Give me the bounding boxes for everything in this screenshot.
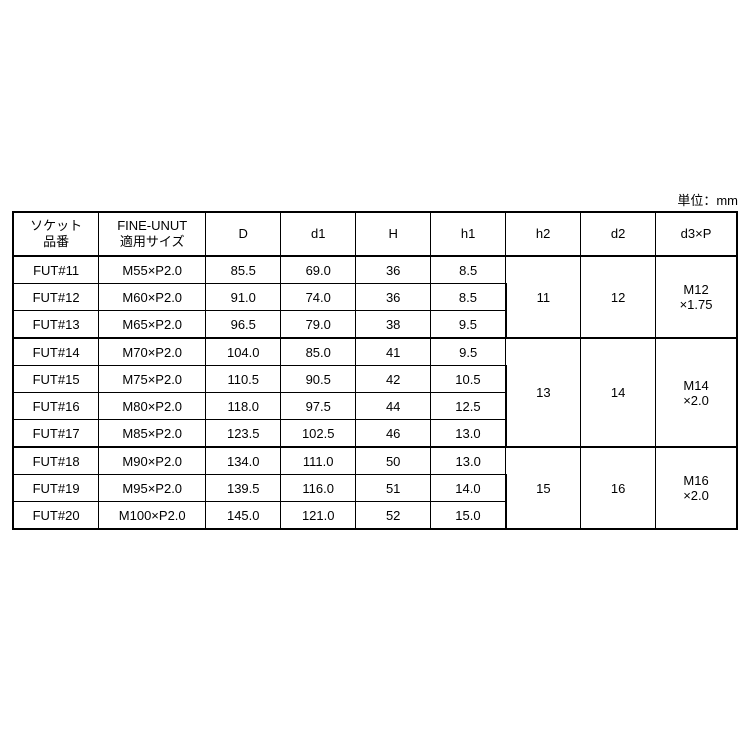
cell-d1: 102.5: [281, 420, 356, 448]
cell-H: 36: [356, 256, 431, 284]
cell-socket: FUT#17: [13, 420, 99, 448]
cell-socket: FUT#20: [13, 502, 99, 530]
table-row: FUT#14M70×P2.0104.085.0419.51314M14×2.0: [13, 338, 737, 366]
cell-h1: 10.5: [431, 366, 506, 393]
col-d3p: d3×P: [656, 212, 737, 256]
table-row: FUT#11M55×P2.085.569.0368.51112M12×1.75: [13, 256, 737, 284]
col-H: H: [356, 212, 431, 256]
cell-d2: 12: [581, 256, 656, 338]
cell-H: 50: [356, 447, 431, 475]
cell-H: 41: [356, 338, 431, 366]
table-row: FUT#18M90×P2.0134.0111.05013.01516M16×2.…: [13, 447, 737, 475]
cell-size: M95×P2.0: [99, 475, 206, 502]
cell-h2: 11: [506, 256, 581, 338]
cell-d1: 90.5: [281, 366, 356, 393]
cell-d1: 85.0: [281, 338, 356, 366]
cell-d2: 16: [581, 447, 656, 529]
cell-D: 104.0: [206, 338, 281, 366]
cell-size: M85×P2.0: [99, 420, 206, 448]
cell-d3p: M12×1.75: [656, 256, 737, 338]
cell-D: 123.5: [206, 420, 281, 448]
cell-h1: 14.0: [431, 475, 506, 502]
cell-D: 91.0: [206, 284, 281, 311]
table-header-row: ソケット品番 FINE-UNUT適用サイズ D d1 H h1 h2 d2 d3…: [13, 212, 737, 256]
cell-d3p: M14×2.0: [656, 338, 737, 447]
cell-socket: FUT#15: [13, 366, 99, 393]
cell-H: 36: [356, 284, 431, 311]
cell-socket: FUT#18: [13, 447, 99, 475]
cell-H: 38: [356, 311, 431, 339]
cell-d1: 111.0: [281, 447, 356, 475]
cell-D: 134.0: [206, 447, 281, 475]
cell-size: M80×P2.0: [99, 393, 206, 420]
col-d2: d2: [581, 212, 656, 256]
cell-socket: FUT#13: [13, 311, 99, 339]
cell-d1: 116.0: [281, 475, 356, 502]
cell-size: M75×P2.0: [99, 366, 206, 393]
table-body: FUT#11M55×P2.085.569.0368.51112M12×1.75F…: [13, 256, 737, 529]
cell-size: M55×P2.0: [99, 256, 206, 284]
cell-h2: 13: [506, 338, 581, 447]
cell-socket: FUT#14: [13, 338, 99, 366]
cell-h1: 15.0: [431, 502, 506, 530]
cell-size: M90×P2.0: [99, 447, 206, 475]
cell-h1: 12.5: [431, 393, 506, 420]
cell-D: 110.5: [206, 366, 281, 393]
cell-D: 145.0: [206, 502, 281, 530]
cell-d3p: M16×2.0: [656, 447, 737, 529]
unit-label: 単位：mm: [12, 190, 738, 209]
cell-d2: 14: [581, 338, 656, 447]
cell-D: 96.5: [206, 311, 281, 339]
cell-socket: FUT#16: [13, 393, 99, 420]
cell-d1: 121.0: [281, 502, 356, 530]
col-size: FINE-UNUT適用サイズ: [99, 212, 206, 256]
cell-size: M100×P2.0: [99, 502, 206, 530]
cell-D: 85.5: [206, 256, 281, 284]
cell-h2: 15: [506, 447, 581, 529]
cell-socket: FUT#19: [13, 475, 99, 502]
cell-d1: 74.0: [281, 284, 356, 311]
cell-socket: FUT#11: [13, 256, 99, 284]
cell-h1: 13.0: [431, 420, 506, 448]
cell-size: M60×P2.0: [99, 284, 206, 311]
cell-socket: FUT#12: [13, 284, 99, 311]
cell-h1: 13.0: [431, 447, 506, 475]
col-h2: h2: [506, 212, 581, 256]
col-D: D: [206, 212, 281, 256]
cell-H: 44: [356, 393, 431, 420]
cell-d1: 79.0: [281, 311, 356, 339]
cell-h1: 9.5: [431, 311, 506, 339]
cell-d1: 97.5: [281, 393, 356, 420]
cell-h1: 8.5: [431, 256, 506, 284]
col-h1: h1: [431, 212, 506, 256]
col-socket: ソケット品番: [13, 212, 99, 256]
cell-size: M70×P2.0: [99, 338, 206, 366]
cell-h1: 8.5: [431, 284, 506, 311]
cell-D: 118.0: [206, 393, 281, 420]
cell-H: 46: [356, 420, 431, 448]
cell-h1: 9.5: [431, 338, 506, 366]
cell-H: 51: [356, 475, 431, 502]
cell-d1: 69.0: [281, 256, 356, 284]
table-container: 単位：mm ソケット品番 FINE-UNUT適用サイズ D d1 H h1 h2…: [12, 190, 738, 530]
cell-D: 139.5: [206, 475, 281, 502]
cell-H: 52: [356, 502, 431, 530]
spec-table: ソケット品番 FINE-UNUT適用サイズ D d1 H h1 h2 d2 d3…: [12, 211, 738, 530]
cell-H: 42: [356, 366, 431, 393]
cell-size: M65×P2.0: [99, 311, 206, 339]
col-d1: d1: [281, 212, 356, 256]
